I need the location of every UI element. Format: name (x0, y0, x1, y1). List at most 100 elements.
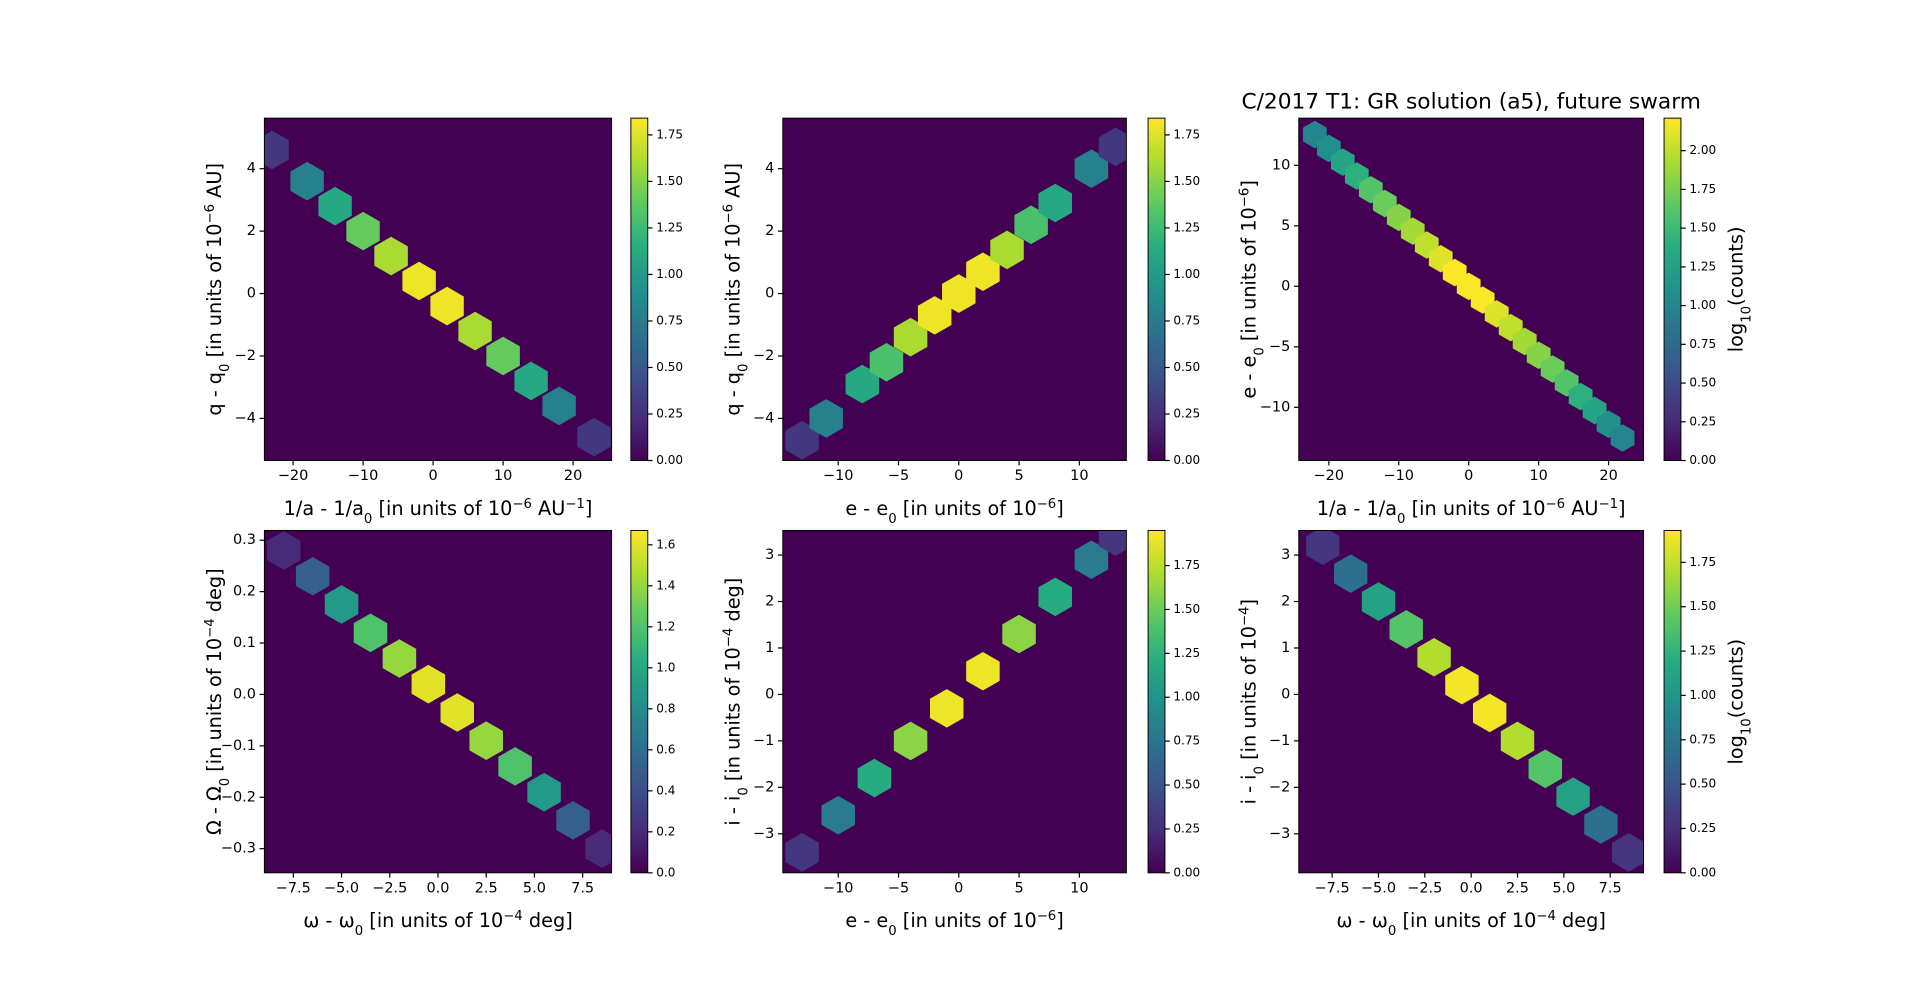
colorbar (630, 117, 649, 462)
y-tick-label: −5 (1269, 339, 1290, 355)
label-part: ] (1618, 497, 1626, 520)
colorbar-tick-label: 1.2 (656, 619, 675, 633)
label-script: −4 (721, 628, 736, 648)
colorbar-tick-label: 0.00 (1173, 453, 1200, 467)
y-tick-label: −3 (1269, 826, 1290, 842)
hexbin-cell (290, 161, 324, 201)
label-part: [in units of 10 (363, 909, 503, 932)
colorbar-tick-label: 0.75 (656, 313, 683, 327)
hexbin-cell (498, 747, 532, 786)
x-tick-label: −7.5 (1315, 880, 1350, 896)
colorbar-tick-label: 1.50 (1173, 602, 1200, 616)
hexbin-cell (585, 829, 612, 869)
label-part: (counts) (1724, 226, 1747, 305)
y-tick-label: −4 (235, 410, 256, 426)
label-script: 10 (1739, 306, 1754, 323)
hexbin-cell (266, 531, 301, 570)
label-part: deg] (523, 909, 573, 932)
colorbar-tick-label: 0.2 (656, 824, 675, 838)
hexbin-cell (346, 211, 380, 251)
hexbin-cell (430, 286, 464, 326)
colorbar-tick-label: 1.00 (656, 267, 683, 281)
y-axis-label: Ω - Ω0 [in units of 10−4 deg] (202, 568, 232, 835)
label-script: −6 (1037, 909, 1057, 924)
x-tick-label: 0 (954, 468, 963, 484)
label-part: AU (1565, 497, 1598, 520)
x-tick-label: 5 (1014, 468, 1023, 484)
x-tick-label: 5 (1014, 880, 1023, 896)
hexbin-cell (440, 693, 475, 732)
label-part: ] (1237, 180, 1260, 188)
hexbin-cell (382, 639, 417, 678)
y-tick-label: 0.0 (233, 686, 256, 702)
label-script: −4 (202, 618, 217, 638)
label-script: −6 (1546, 496, 1566, 511)
y-axis-label: q - q0 [in units of 10−6 AU] (721, 163, 751, 416)
hexbin-cell (785, 420, 819, 460)
colorbar-tick-label: 0.00 (656, 453, 683, 467)
y-tick-label: 4 (247, 161, 256, 177)
colorbar-tick-label: 1.00 (1173, 267, 1200, 281)
colorbar-tick-label: 0.0 (656, 865, 675, 879)
label-script: −6 (512, 496, 532, 511)
label-part: [in units of 10 (721, 223, 744, 363)
hexbins (1302, 120, 1635, 452)
hexbin-cell (1306, 530, 1340, 566)
label-script: 10 (1739, 718, 1754, 735)
x-tick-label: 0 (954, 880, 963, 896)
y-axis-label: e - e0 [in units of 10−6] (1237, 180, 1267, 398)
hexbin-cell (929, 689, 964, 728)
hexbin-cell (1333, 554, 1368, 593)
x-tick-label: −10 (823, 468, 854, 484)
y-tick-label: −2 (753, 779, 774, 795)
label-part: ] (1056, 497, 1064, 520)
hexbin-cell (1389, 610, 1423, 649)
label-part: AU (532, 497, 565, 520)
y-tick-label: 2 (765, 594, 774, 610)
hexbin-cell (845, 364, 880, 404)
y-tick-label: 0 (765, 686, 774, 702)
label-part: [in units of 10 (721, 647, 744, 787)
colorbar-tick-label: 1.75 (1689, 182, 1716, 196)
colorbar-tick-label: 0.00 (1173, 865, 1200, 879)
chart-title: C/2017 T1: GR solution (a5), future swar… (1241, 90, 1700, 115)
colorbar-tick-label: 0.00 (1689, 865, 1716, 879)
hexbins (266, 531, 612, 869)
colorbar-tick-label: 0.75 (1689, 337, 1716, 351)
x-tick-label: 20 (1599, 468, 1617, 484)
label-script: 0 (1388, 924, 1396, 939)
hexbin-cell (893, 317, 928, 357)
colorbar-tick-label: 1.50 (1689, 599, 1716, 613)
plot-frame (263, 117, 613, 462)
hexbin-cell (1445, 665, 1479, 705)
hexbin-cell (402, 261, 436, 301)
hexbin-cell (1528, 749, 1563, 789)
label-part: i - i (721, 796, 744, 826)
hexbin-cell (295, 556, 330, 596)
colorbar-tick-label: 1.50 (1689, 221, 1716, 235)
label-script: −4 (503, 909, 523, 924)
hexbin-cell (869, 342, 904, 382)
x-tick-label: 2.5 (1506, 880, 1529, 896)
label-script: −6 (1037, 496, 1057, 511)
y-tick-label: 0 (765, 286, 774, 302)
x-tick-label: 10 (1070, 880, 1088, 896)
colorbar (1147, 529, 1166, 874)
x-tick-label: −5 (888, 880, 909, 896)
label-part: deg] (1556, 909, 1606, 932)
colorbar-tick-label: 1.50 (1173, 174, 1200, 188)
x-tick-label: 2.5 (475, 880, 498, 896)
colorbar-tick-label: 1.75 (1173, 558, 1200, 572)
label-part: deg] (721, 578, 744, 628)
x-tick-label: −2.5 (1407, 880, 1442, 896)
x-axis-label: e - e0 [in units of 10−6] (845, 909, 1063, 939)
label-part: q - q (203, 372, 226, 416)
hexbin-cell (893, 721, 928, 761)
label-part: e - e (845, 497, 888, 520)
colorbar-tick-label: 0.50 (656, 360, 683, 374)
x-tick-label: 7.5 (571, 880, 594, 896)
colorbar-tick-label: 0.50 (1689, 777, 1716, 791)
colorbar-tick-label: 0.25 (1173, 821, 1200, 835)
x-tick-label: −10 (1384, 468, 1415, 484)
